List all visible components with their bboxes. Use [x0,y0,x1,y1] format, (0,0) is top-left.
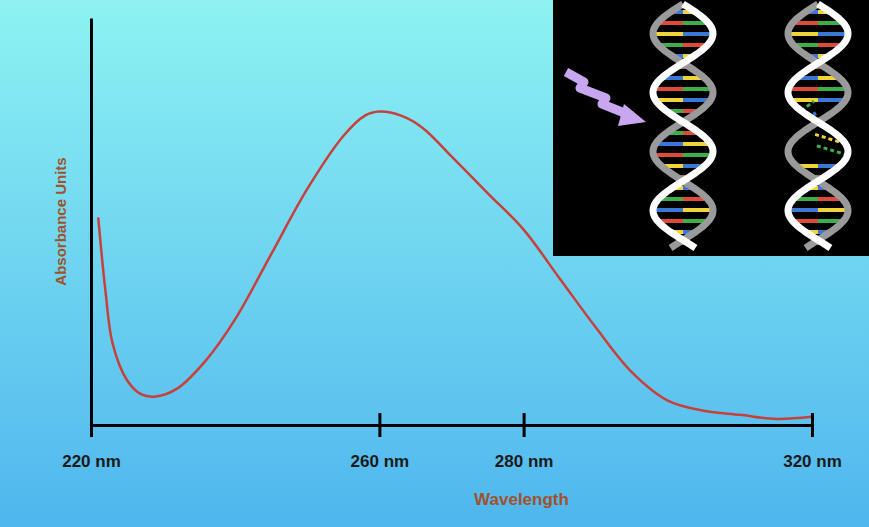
strand [788,4,848,248]
strand [653,4,713,248]
y-axis [91,19,92,426]
x-tick-mark [378,413,381,437]
rung [683,32,713,36]
y-axis-title: Absorbance Units [52,157,69,285]
background [0,0,869,527]
rung [789,87,818,91]
rung [654,87,683,91]
rung [683,208,713,212]
x-tick: 260 nm [351,413,410,471]
x-tick-label: 280 nm [495,452,554,471]
chart: 220 nm 260 nm 280 nm 320 nm Wavelength Absorb… [0,0,869,527]
plot-area [98,112,812,419]
absorbance-line [98,112,812,419]
rung [788,208,818,212]
x-tick: 320 nm [783,413,842,471]
uv-arrow [566,72,632,116]
y-axis-line [90,19,93,426]
rung [818,32,848,36]
rung [788,32,818,36]
x-tick-mark [523,413,526,437]
x-axis-title: Wavelength [474,490,569,509]
rung [683,87,712,91]
helix [653,4,713,248]
rung [654,153,683,157]
x-tick-mark [811,413,814,437]
rung [683,153,712,157]
rung [653,208,683,212]
x-tick-label: 220 nm [62,452,121,471]
dna-inset [553,0,869,256]
x-tick-label: 320 nm [783,452,842,471]
x-axis: 220 nm 260 nm 280 nm 320 nm [62,413,842,471]
rung [818,87,847,91]
rung [818,208,848,212]
x-axis-line [92,424,813,427]
uv-arrow-head [618,104,646,126]
x-tick-label: 260 nm [351,452,410,471]
rung [653,32,683,36]
helix [788,4,848,248]
inset-background [553,0,869,256]
x-tick: 280 nm [495,413,554,471]
strand [788,4,848,248]
broken-rung [814,145,847,155]
strand [653,4,713,248]
